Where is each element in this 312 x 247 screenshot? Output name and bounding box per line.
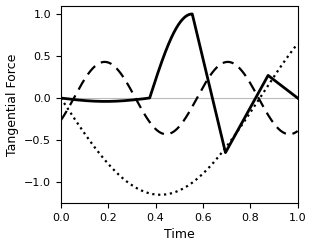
X-axis label: Time: Time bbox=[164, 228, 195, 242]
Y-axis label: Tangential Force: Tangential Force bbox=[6, 53, 18, 156]
